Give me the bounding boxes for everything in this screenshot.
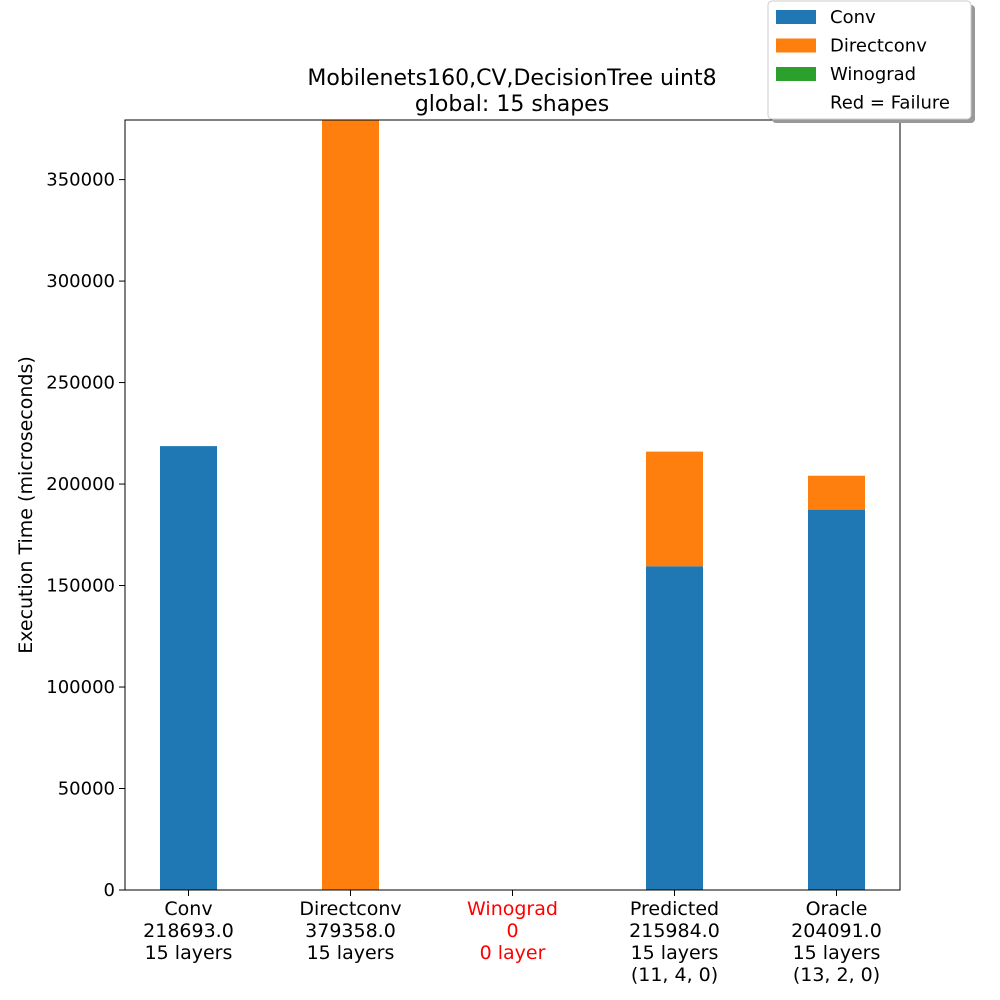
legend-label: Directconv	[830, 36, 927, 57]
bar-directconv-directconv	[322, 120, 379, 890]
bar-predicted-directconv	[646, 451, 703, 567]
x-category-detail: (13, 2, 0)	[793, 964, 880, 986]
legend-label: Winograd	[830, 64, 916, 85]
x-category-detail: 204091.0	[791, 920, 882, 942]
bar-oracle-directconv	[808, 475, 865, 510]
bar-oracle-conv	[808, 509, 865, 890]
x-category-detail: 0 layer	[480, 942, 546, 964]
x-category-detail: 379358.0	[305, 920, 396, 942]
chart-subtitle: global: 15 shapes	[415, 92, 609, 117]
x-category-detail: 218693.0	[143, 920, 234, 942]
y-tick-label: 300000	[46, 271, 115, 292]
x-category-detail: (11, 4, 0)	[631, 964, 718, 986]
legend: Conv Directconv Winograd Red = Failure	[767, 0, 975, 123]
bar-conv-conv	[160, 446, 217, 890]
y-tick-label: 350000	[46, 170, 115, 191]
x-category-label: Conv	[164, 898, 212, 920]
y-tick-label: 200000	[46, 474, 115, 495]
legend-note: Red = Failure	[830, 93, 950, 114]
legend-swatch-directconv	[776, 38, 816, 53]
x-category-label: Oracle	[806, 898, 868, 920]
y-axis-title: Execution Time (microseconds)	[15, 356, 37, 654]
y-tick-label: 150000	[46, 576, 115, 597]
y-tick-label: 0	[104, 880, 115, 901]
x-category-detail: 15 layers	[307, 942, 395, 964]
x-category-detail: 215984.0	[629, 920, 720, 942]
legend-swatch-conv	[776, 10, 816, 24]
x-category-label: Winograd	[467, 898, 558, 920]
x-category-label: Directconv	[299, 898, 401, 920]
bars-group	[160, 120, 865, 890]
y-tick-label: 250000	[46, 373, 115, 394]
legend-label: Conv	[830, 7, 876, 28]
legend-swatch-winograd	[776, 67, 816, 81]
plot-frame	[124, 119, 901, 891]
x-category-detail: 0	[506, 920, 518, 942]
y-tick-label: 50000	[58, 779, 115, 800]
chart-title: Mobilenets160,CV,DecisionTree uint8	[307, 66, 716, 91]
x-category-detail: 15 layers	[793, 942, 881, 964]
x-category-label: Predicted	[630, 898, 719, 920]
x-category-detail: 15 layers	[145, 942, 233, 964]
y-axis: 0 50000 100000 150000 200000 250000 300000 3500…	[46, 170, 125, 901]
x-category-detail: 15 layers	[631, 942, 719, 964]
legend-box	[767, 0, 972, 120]
bar-predicted-conv	[646, 566, 703, 890]
y-tick-label: 100000	[46, 677, 115, 698]
